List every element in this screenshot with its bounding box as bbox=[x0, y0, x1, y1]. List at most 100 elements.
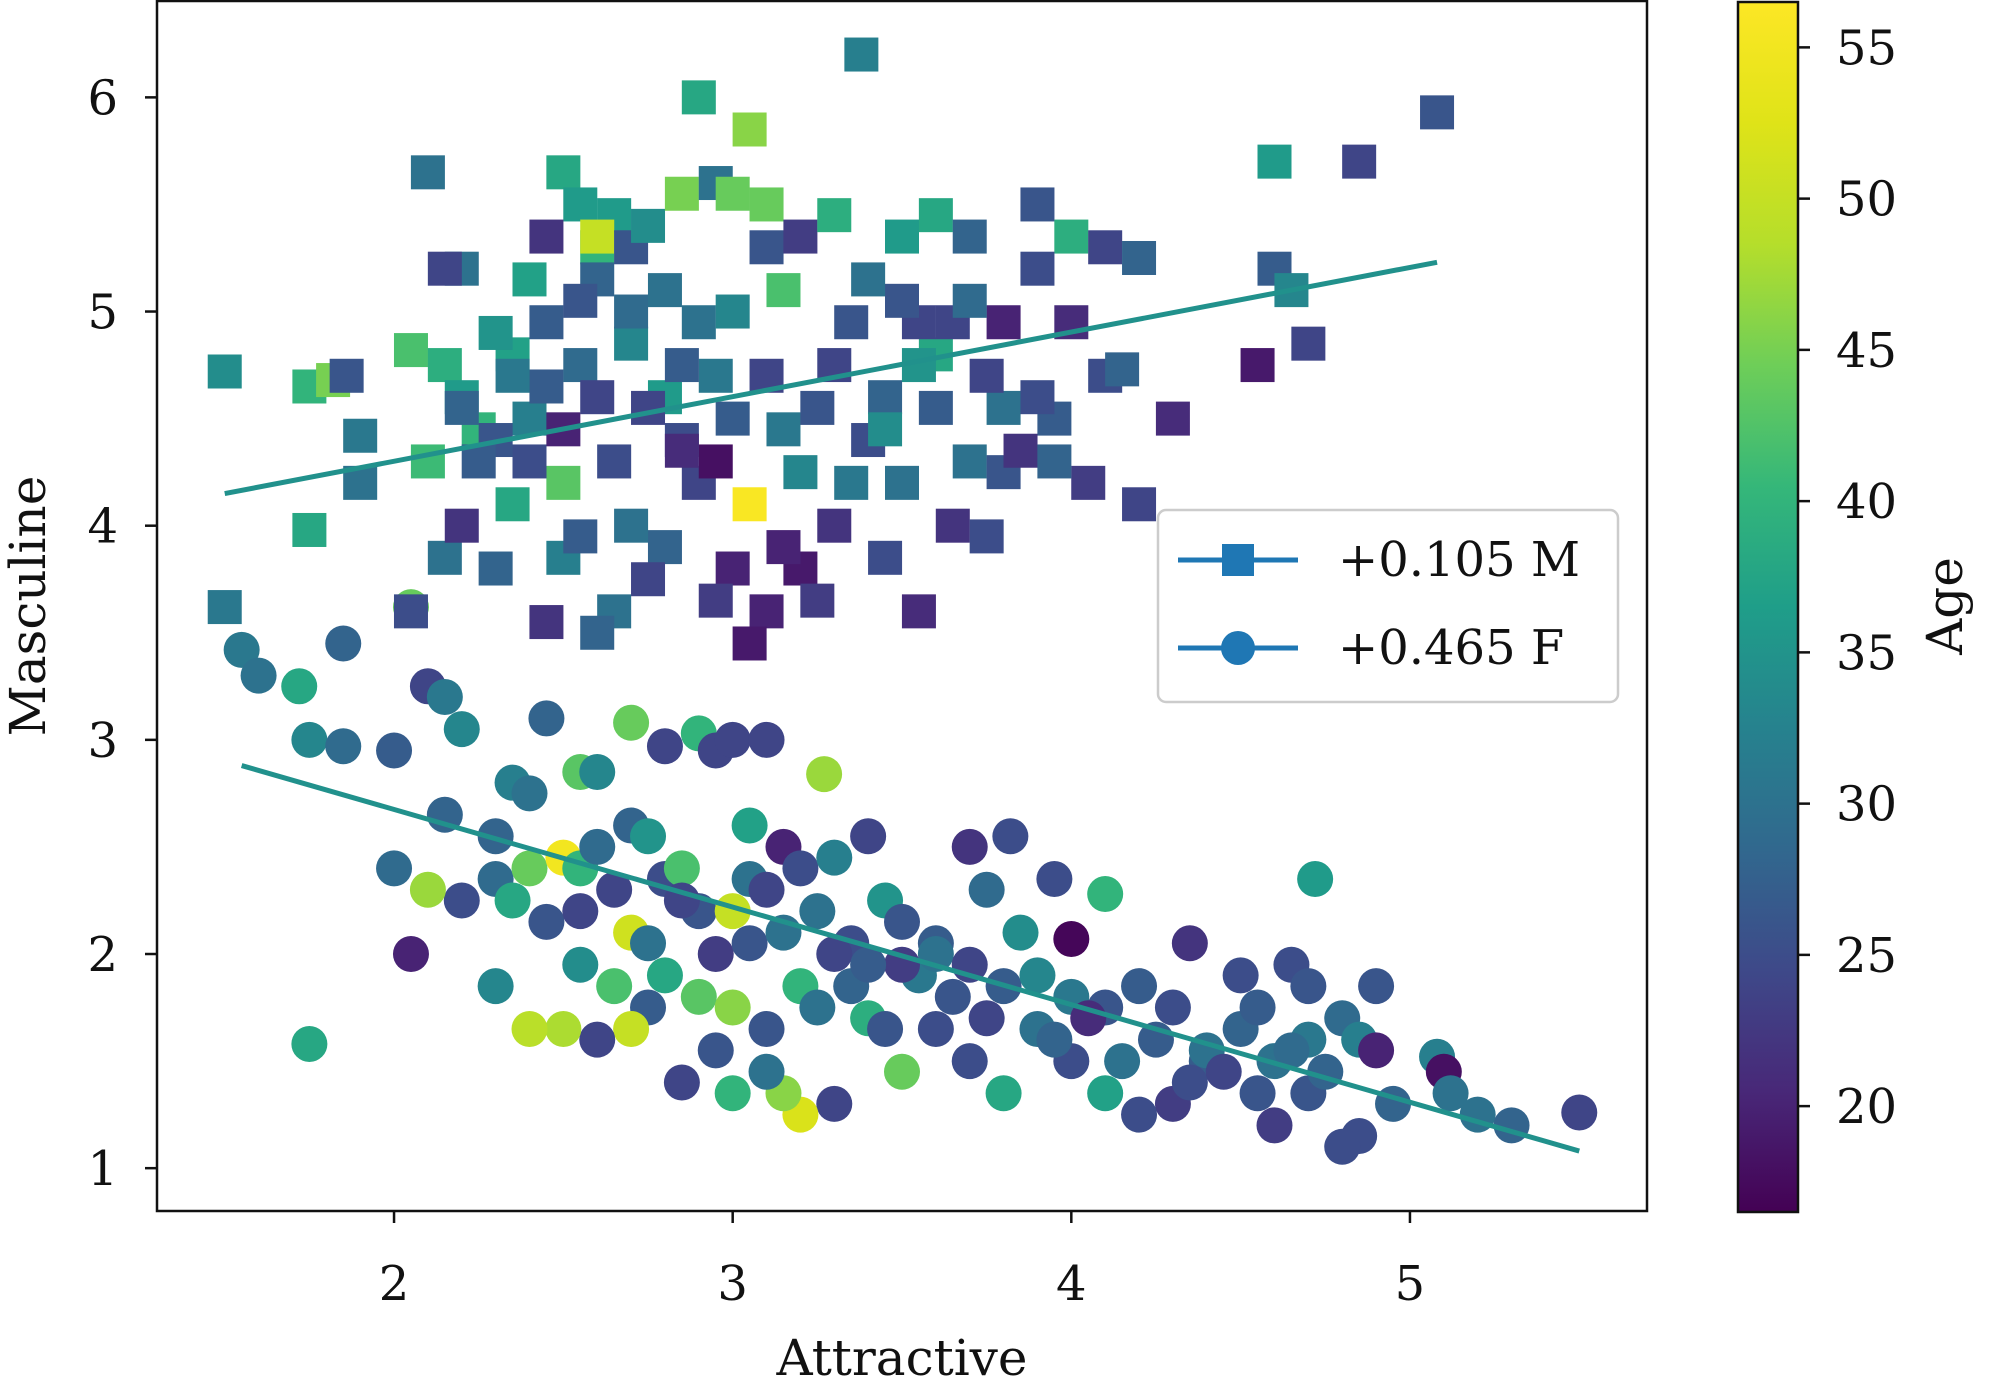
y-tick-label: 6 bbox=[87, 70, 118, 126]
female-point bbox=[1358, 968, 1395, 1005]
female-point bbox=[579, 753, 616, 790]
y-axis-ticks: 1 2 3 4 5 6 bbox=[87, 70, 157, 1197]
plot-frame bbox=[155, 0, 1649, 1213]
male-point bbox=[393, 594, 428, 629]
female-point bbox=[748, 721, 785, 758]
male-point bbox=[1054, 219, 1089, 254]
male-point bbox=[885, 465, 919, 500]
female-point bbox=[680, 978, 717, 1015]
female-point bbox=[799, 893, 836, 930]
male-point bbox=[698, 358, 733, 393]
female-point bbox=[951, 1043, 988, 1080]
female-point bbox=[630, 925, 667, 962]
female-point bbox=[985, 1075, 1022, 1112]
female-point bbox=[850, 946, 887, 983]
male-point bbox=[427, 348, 462, 383]
male-point bbox=[885, 219, 919, 254]
male-point bbox=[207, 354, 242, 389]
male-point bbox=[343, 418, 378, 453]
male-point bbox=[1342, 144, 1377, 179]
male-point bbox=[478, 315, 513, 350]
female-point bbox=[714, 989, 751, 1026]
colorbar-tick-label: 40 bbox=[1836, 474, 1897, 530]
female-point bbox=[240, 657, 277, 694]
male-point bbox=[1122, 487, 1157, 522]
female-point bbox=[1239, 1075, 1276, 1112]
male-point bbox=[292, 512, 327, 547]
circle-marker-icon bbox=[1221, 631, 1255, 665]
male-point bbox=[329, 358, 364, 393]
male-point bbox=[631, 208, 666, 243]
female-point bbox=[325, 625, 362, 662]
female-point bbox=[884, 1053, 920, 1090]
female-point bbox=[917, 1010, 954, 1047]
male-point bbox=[546, 155, 581, 190]
male-point bbox=[1257, 144, 1292, 179]
male-point bbox=[766, 273, 801, 308]
male-point bbox=[647, 530, 682, 565]
female-point bbox=[731, 925, 768, 962]
female-point bbox=[1002, 914, 1039, 951]
female-point bbox=[579, 828, 616, 865]
colorbar-ticks: 20 25 30 35 40 45 50 55 bbox=[1798, 20, 1897, 1135]
female-point bbox=[376, 732, 413, 769]
male-point bbox=[580, 380, 615, 415]
male-point bbox=[1020, 251, 1055, 286]
female-point bbox=[697, 1032, 734, 1069]
male-point bbox=[1122, 240, 1157, 275]
colorbar-label: Age bbox=[1916, 557, 1974, 656]
male-point bbox=[715, 176, 750, 211]
female-point bbox=[579, 1021, 616, 1058]
male-point bbox=[614, 294, 649, 329]
male-point bbox=[1003, 433, 1038, 468]
female-point bbox=[1290, 968, 1327, 1005]
male-point bbox=[444, 508, 479, 543]
female-point bbox=[1036, 861, 1073, 898]
colorbar-tick-label: 50 bbox=[1836, 172, 1897, 228]
female-point bbox=[1273, 1032, 1310, 1069]
male-point bbox=[1105, 352, 1140, 387]
legend-label-female: +0.465 F bbox=[1338, 620, 1564, 676]
male-point bbox=[614, 508, 649, 543]
female-point bbox=[867, 1010, 904, 1047]
male-point bbox=[563, 348, 598, 383]
female-point bbox=[1171, 1064, 1208, 1101]
male-point bbox=[851, 262, 886, 297]
female-point bbox=[291, 721, 328, 758]
male-point bbox=[698, 583, 733, 618]
male-point bbox=[631, 562, 666, 597]
female-point bbox=[1036, 1021, 1073, 1058]
male-point bbox=[834, 465, 869, 500]
male-point bbox=[901, 594, 936, 629]
colorbar-tick-label: 20 bbox=[1836, 1079, 1897, 1135]
female-point bbox=[1154, 989, 1191, 1026]
female-point bbox=[748, 1010, 785, 1047]
male-point bbox=[800, 390, 835, 425]
female-point bbox=[806, 756, 843, 793]
female-point bbox=[596, 871, 633, 908]
legend-label-male: +0.105 M bbox=[1338, 532, 1580, 588]
female-point bbox=[443, 711, 480, 748]
male-point bbox=[868, 540, 903, 575]
male-fit-line bbox=[224, 259, 1438, 497]
female-point bbox=[1104, 1043, 1141, 1080]
colorbar-tick-label: 55 bbox=[1836, 20, 1897, 76]
male-point bbox=[1155, 401, 1190, 436]
male-point bbox=[698, 444, 733, 479]
female-point bbox=[1205, 1053, 1242, 1090]
colorbar-tick-label: 45 bbox=[1836, 323, 1897, 379]
female-point bbox=[799, 989, 836, 1026]
male-point bbox=[952, 444, 987, 479]
male-point bbox=[529, 369, 564, 404]
female-point bbox=[816, 936, 853, 973]
female-point bbox=[1297, 861, 1334, 898]
male-point bbox=[1020, 187, 1055, 222]
female-point bbox=[511, 1010, 548, 1047]
female-point bbox=[1239, 989, 1276, 1026]
female-point bbox=[613, 704, 650, 741]
female-point bbox=[376, 850, 413, 887]
female-point bbox=[951, 828, 988, 865]
female-point bbox=[816, 1085, 853, 1122]
female-point bbox=[850, 818, 887, 855]
male-point bbox=[427, 251, 462, 286]
